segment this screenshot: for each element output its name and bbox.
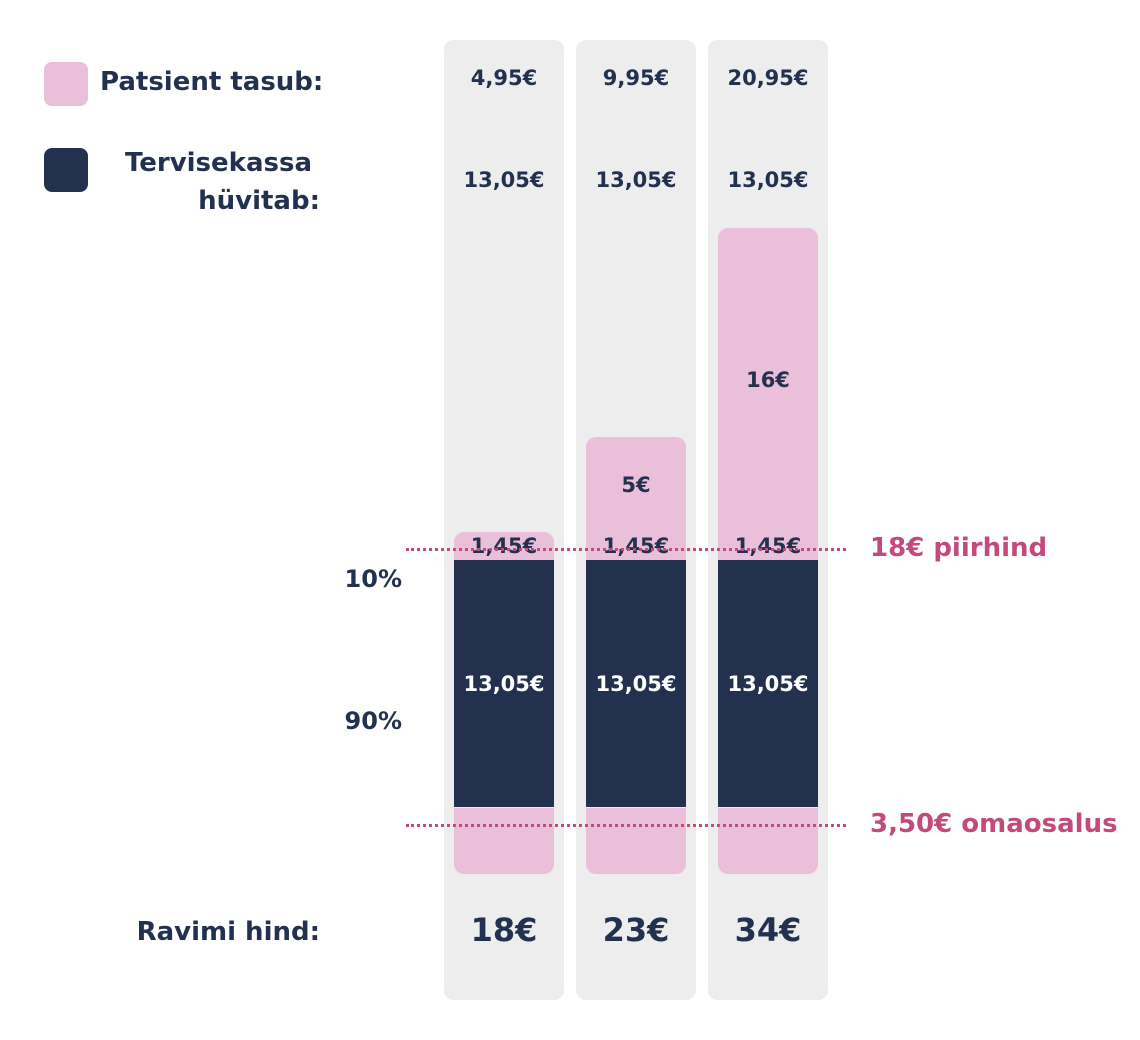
chart-column-3: 20,95€ 13,05€ 13,05€ 1,45€ 16€ 34€ xyxy=(708,40,828,1000)
bar-segment: 1,45€ xyxy=(718,532,818,560)
threshold-line-piirhind xyxy=(406,548,846,551)
bar-segment-label: 16€ xyxy=(746,368,790,392)
legend-label-patient: Patsient tasub: xyxy=(100,67,324,97)
bar-segment xyxy=(586,807,686,874)
fund-reimburses-value: 13,05€ xyxy=(595,168,677,192)
drug-price-value: 18€ xyxy=(470,911,538,949)
fund-reimburses-value: 13,05€ xyxy=(463,168,545,192)
bar-segment-label: 1,45€ xyxy=(734,533,802,558)
legend-swatch-fund xyxy=(44,148,88,192)
legend-swatch-patient xyxy=(44,62,88,106)
patient-pays-value: 9,95€ xyxy=(602,66,670,90)
chart-column-2: 9,95€ 13,05€ 13,05€ 1,45€ 5€ 23€ xyxy=(576,40,696,1000)
drug-price-value: 23€ xyxy=(602,911,670,949)
fund-reimburses-value: 13,05€ xyxy=(727,168,809,192)
legend-label-fund-line2: hüvitab: xyxy=(198,186,320,216)
patient-pays-value: 20,95€ xyxy=(727,66,809,90)
bar-segment: 13,05€ xyxy=(586,559,686,808)
pct-label-90: 90% xyxy=(344,707,402,735)
bar-segment xyxy=(454,807,554,874)
bar-segment xyxy=(718,807,818,874)
bar-segment: 5€ xyxy=(586,437,686,532)
patient-pays-value: 4,95€ xyxy=(470,66,538,90)
threshold-label-omaosalus: 3,50€ omaosalus xyxy=(870,809,1118,839)
price-row-label: Ravimi hind: xyxy=(136,917,320,947)
pct-label-10: 10% xyxy=(344,565,402,593)
bar-segment-label: 5€ xyxy=(621,472,651,497)
bar-segment-label: 13,05€ xyxy=(595,671,677,696)
bar-segment: 16€ xyxy=(718,228,818,532)
chart-column-1: 4,95€ 13,05€ 13,05€ 1,45€ 18€ xyxy=(444,40,564,1000)
bar-segment-label: 13,05€ xyxy=(727,671,809,696)
bar-segment: 1,45€ xyxy=(586,532,686,560)
threshold-line-omaosalus xyxy=(406,824,846,827)
bar-segment: 13,05€ xyxy=(718,559,818,808)
legend-label-fund-line1: Tervisekassa xyxy=(124,148,312,178)
bar-segment-label: 13,05€ xyxy=(463,671,545,696)
bar-segment-label: 1,45€ xyxy=(602,533,670,558)
threshold-label-piirhind: 18€ piirhind xyxy=(870,533,1048,563)
bar-segment: 13,05€ xyxy=(454,559,554,808)
bar-segment: 1,45€ xyxy=(454,532,554,560)
drug-price-value: 34€ xyxy=(734,911,802,949)
bar-segment-label: 1,45€ xyxy=(470,533,538,558)
